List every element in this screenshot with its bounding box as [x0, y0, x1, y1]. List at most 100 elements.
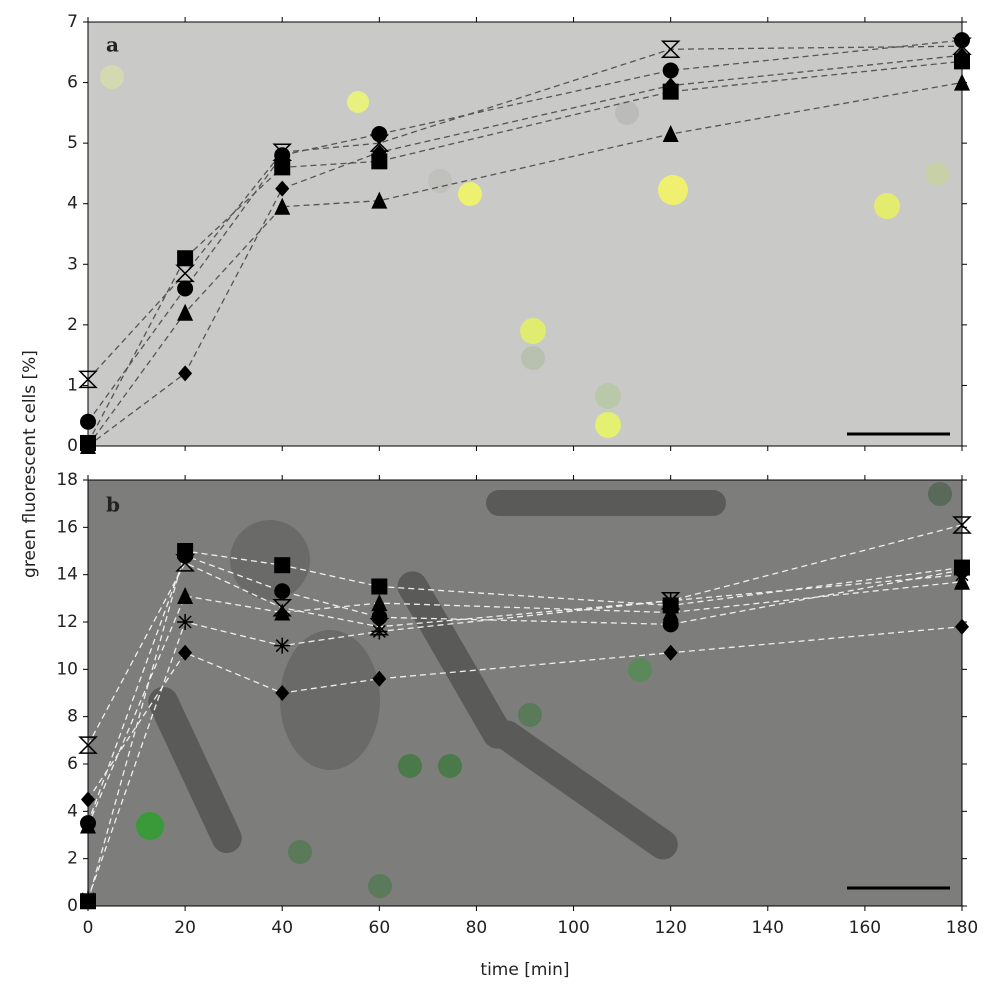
marker [274, 637, 291, 654]
marker [274, 583, 291, 600]
y-tick-label: 18 [56, 470, 78, 490]
x-tick-label: 80 [466, 918, 488, 938]
series-group [88, 39, 962, 446]
x-tick-label: 20 [174, 918, 196, 938]
marker [178, 644, 193, 661]
series-line [88, 574, 962, 900]
x-tick-label: 0 [83, 918, 94, 938]
series-line [88, 45, 962, 380]
x-axis-label: time [min] [480, 960, 569, 980]
marker [662, 62, 679, 79]
x-tick-label: 100 [557, 918, 589, 938]
marker [177, 280, 194, 297]
marker [955, 47, 969, 64]
marker [663, 77, 678, 94]
series-group [88, 524, 962, 902]
marker [372, 144, 387, 161]
y-tick-label: 6 [67, 754, 78, 774]
marker [954, 73, 970, 91]
y-tick-label: 10 [56, 659, 78, 679]
marker [371, 578, 388, 595]
marker [662, 603, 679, 621]
y-axis-label: green fluorescent cells [%] [20, 350, 40, 578]
x-tick-label: 180 [946, 918, 978, 938]
marker [275, 180, 290, 197]
marker [371, 623, 388, 640]
series-line [88, 524, 962, 746]
marker [272, 599, 293, 617]
marker [954, 32, 970, 49]
marker [177, 303, 194, 321]
marker [371, 594, 388, 612]
x-tick-label: 60 [369, 918, 391, 938]
y-tick-label: 0 [67, 436, 78, 456]
panel-label: a [106, 33, 119, 57]
marker [78, 370, 98, 389]
panel-label: b [106, 493, 120, 517]
background-image-b [88, 480, 962, 906]
marker [81, 791, 95, 808]
series-line [88, 550, 962, 902]
marker [369, 134, 390, 152]
marker [275, 685, 290, 701]
y-tick-label: 7 [67, 12, 78, 32]
y-tick-label: 6 [67, 73, 78, 93]
marker [274, 147, 291, 164]
x-tick-label: 40 [271, 918, 293, 938]
marker [660, 40, 681, 59]
marker [274, 159, 291, 176]
marker [952, 516, 972, 534]
y-tick-label: 4 [67, 194, 78, 214]
marker [952, 37, 972, 55]
marker [371, 609, 388, 626]
marker [78, 736, 98, 754]
y-tick-label: 8 [67, 707, 78, 727]
x-tick-label: 140 [752, 918, 784, 938]
marker [272, 143, 293, 161]
marker [177, 547, 194, 564]
series-line [88, 581, 962, 826]
series-line [88, 54, 962, 446]
marker [954, 566, 970, 583]
y-tick-label: 1 [67, 375, 78, 395]
marker [662, 125, 679, 143]
y-tick-label: 12 [56, 612, 78, 632]
marker [371, 126, 388, 143]
marker [372, 670, 387, 687]
marker [81, 438, 95, 454]
marker [177, 250, 194, 267]
series-line [88, 60, 962, 444]
background-image-a [88, 22, 962, 446]
plot-frame [87, 21, 963, 447]
marker [662, 592, 679, 609]
marker [274, 557, 291, 574]
y-tick-label: 16 [56, 517, 78, 537]
series-line [88, 626, 962, 800]
y-tick-label: 4 [67, 801, 78, 821]
marker [955, 618, 969, 635]
marker [80, 890, 96, 907]
marker [274, 197, 291, 215]
marker [175, 554, 195, 572]
y-tick-label: 2 [67, 849, 78, 869]
marker [371, 153, 388, 170]
marker [80, 413, 96, 430]
marker [178, 365, 193, 382]
y-tick-label: 2 [67, 315, 78, 335]
marker [371, 191, 388, 209]
x-tick-label: 160 [849, 918, 881, 938]
x-tick-label: 120 [654, 918, 686, 938]
marker [175, 264, 195, 283]
marker [177, 586, 194, 604]
marker [177, 614, 194, 630]
marker [663, 644, 678, 661]
marker [80, 816, 96, 834]
series-line [88, 81, 962, 446]
y-tick-label: 0 [67, 896, 78, 916]
y-tick-label: 3 [67, 254, 78, 274]
plot-frame [87, 479, 963, 907]
y-tick-label: 5 [67, 133, 78, 153]
y-tick-label: 14 [56, 565, 78, 585]
